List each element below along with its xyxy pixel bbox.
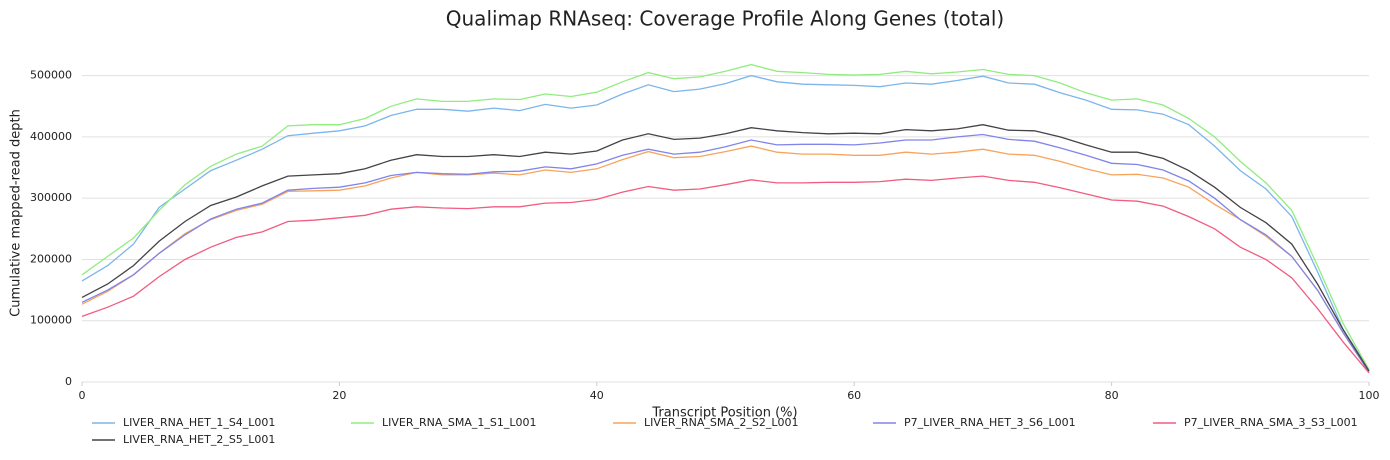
y-tick-label: 200000 <box>30 252 72 265</box>
y-tick-label: 0 <box>65 375 72 388</box>
legend-label: LIVER_RNA_HET_1_S4_L001 <box>123 416 275 429</box>
x-axis-label: Transcript Position (%) <box>651 406 797 421</box>
y-tick-label: 300000 <box>30 191 72 204</box>
y-tick-label: 400000 <box>30 130 72 143</box>
y-tick-label: 500000 <box>30 69 72 82</box>
x-tick-label: 60 <box>847 389 861 402</box>
series-line <box>81 175 1370 374</box>
series-line <box>81 133 1370 373</box>
legend-label: P7_LIVER_RNA_SMA_3_S3_L001 <box>1184 416 1358 429</box>
series-line <box>81 145 1370 373</box>
chart-title: Qualimap RNAseq: Coverage Profile Along … <box>446 7 1004 31</box>
series-line <box>81 63 1370 371</box>
x-tick-label: 100 <box>1359 389 1380 402</box>
series-line <box>81 74 1370 371</box>
x-tick-label: 40 <box>590 389 604 402</box>
y-tick-label: 100000 <box>30 314 72 327</box>
legend-label: P7_LIVER_RNA_HET_3_S6_L001 <box>904 416 1076 429</box>
x-tick-label: 80 <box>1105 389 1119 402</box>
legend-label: LIVER_RNA_HET_2_S5_L001 <box>123 433 275 446</box>
y-axis-label: Cumulative mapped-read depth <box>9 109 24 317</box>
legend-label: LIVER_RNA_SMA_1_S1_L001 <box>382 416 537 429</box>
series-line <box>81 124 1370 372</box>
x-tick-label: 20 <box>332 389 346 402</box>
legend-label: LIVER_RNA_SMA_2_S2_L001 <box>644 416 799 429</box>
x-tick-label: 0 <box>79 389 86 402</box>
